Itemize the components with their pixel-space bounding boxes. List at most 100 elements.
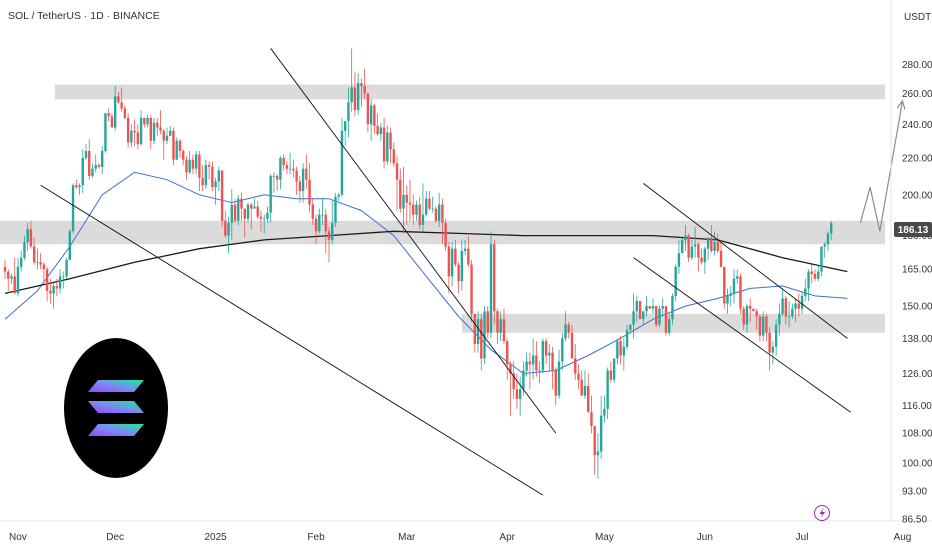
- candle-down: [544, 338, 548, 365]
- candle-up: [548, 343, 551, 371]
- candle-down: [42, 262, 46, 282]
- candle-down: [7, 269, 10, 291]
- candle-down: [3, 259, 7, 279]
- time-axis[interactable]: Nov Dec 2025 Feb Mar Apr May Jun Jul Aug: [9, 532, 911, 543]
- candle-down: [528, 352, 532, 390]
- candle-down: [295, 166, 298, 195]
- x-tick-label: Apr: [499, 532, 515, 543]
- candle-up: [425, 190, 428, 217]
- candle-up: [10, 273, 13, 284]
- candle-up: [340, 117, 344, 197]
- candle-up: [68, 229, 71, 260]
- candle-up: [58, 269, 62, 294]
- candle-up: [272, 172, 276, 193]
- candle-down: [29, 220, 33, 249]
- candle-down: [250, 202, 253, 230]
- candle-up: [347, 87, 350, 138]
- candle-down: [470, 259, 473, 322]
- candle-down: [609, 361, 613, 383]
- candle-up: [732, 269, 736, 304]
- candle-down: [493, 239, 496, 325]
- candle-down: [590, 395, 593, 434]
- candle-up: [599, 395, 603, 460]
- candle-down: [366, 93, 370, 133]
- candle-up: [104, 113, 107, 153]
- trendline: [270, 48, 557, 434]
- candle-down: [107, 108, 110, 122]
- candle-up: [279, 156, 282, 190]
- candle-up: [745, 303, 749, 333]
- candle-up: [629, 324, 632, 333]
- candle-down: [551, 346, 554, 390]
- candle-down: [765, 313, 768, 342]
- candle-up: [632, 293, 635, 339]
- candle-down: [813, 269, 817, 282]
- candle-up: [334, 192, 337, 228]
- projection-arrowhead: [896, 99, 906, 110]
- candle-down: [496, 308, 499, 344]
- candle-down: [162, 129, 165, 160]
- candle-up: [726, 288, 729, 314]
- candle-up: [266, 206, 269, 223]
- candle-down: [292, 159, 295, 178]
- candle-up: [230, 189, 233, 240]
- last-price-tag: 186.13: [894, 222, 932, 237]
- lightning-icon[interactable]: [814, 505, 830, 521]
- candle-down: [32, 237, 36, 265]
- candle-up: [36, 248, 39, 270]
- candle-up: [651, 298, 655, 314]
- candle-down: [749, 298, 752, 322]
- y-tick-label: 200.00: [902, 190, 932, 201]
- candle-up: [237, 194, 240, 225]
- candle-down: [619, 335, 622, 365]
- candle-down: [580, 370, 583, 396]
- candle-up: [518, 376, 522, 416]
- candle-down: [185, 156, 188, 180]
- candle-down: [305, 154, 308, 190]
- candle-up: [16, 257, 20, 296]
- candle-up: [152, 117, 156, 145]
- trendlines: [40, 48, 851, 496]
- candle-down: [395, 156, 399, 211]
- candle-down: [716, 233, 719, 254]
- candle-down: [399, 168, 402, 213]
- candle-up: [616, 338, 619, 365]
- candle-up: [421, 183, 425, 232]
- candle-up: [402, 166, 405, 234]
- candle-down: [136, 124, 140, 150]
- candle-down: [126, 113, 130, 148]
- symbol-title: SOL / TetherUS · 1D · BINANCE: [8, 10, 160, 22]
- candle-up: [606, 367, 609, 420]
- candle-down: [535, 341, 538, 377]
- candle-down: [211, 161, 214, 191]
- candle-down: [324, 208, 327, 254]
- candle-up: [684, 224, 687, 251]
- x-tick-label: Jun: [697, 532, 713, 543]
- candle-down: [719, 239, 723, 267]
- candle-up: [499, 311, 502, 342]
- candle-down: [282, 154, 285, 171]
- ma-fast-line: [4, 171, 848, 375]
- candle-up: [350, 48, 353, 112]
- candle-up: [677, 239, 681, 274]
- price-zone: [55, 84, 885, 100]
- candle-up: [113, 85, 117, 131]
- candle-up: [301, 163, 305, 203]
- candle-up: [344, 121, 347, 146]
- candle-up: [437, 192, 441, 228]
- candle-up: [194, 150, 198, 175]
- candle-up: [91, 163, 94, 178]
- candle-down: [567, 321, 570, 339]
- candle-up: [800, 290, 804, 314]
- candle-down: [88, 139, 91, 180]
- candle-up: [65, 257, 68, 279]
- candle-up: [253, 198, 256, 209]
- trendline: [643, 183, 848, 339]
- y-tick-label: 150.00: [902, 302, 932, 313]
- candle-up: [415, 200, 418, 221]
- candle-down: [434, 206, 438, 223]
- x-tick-label: Jul: [796, 532, 809, 543]
- candle-up: [227, 216, 230, 254]
